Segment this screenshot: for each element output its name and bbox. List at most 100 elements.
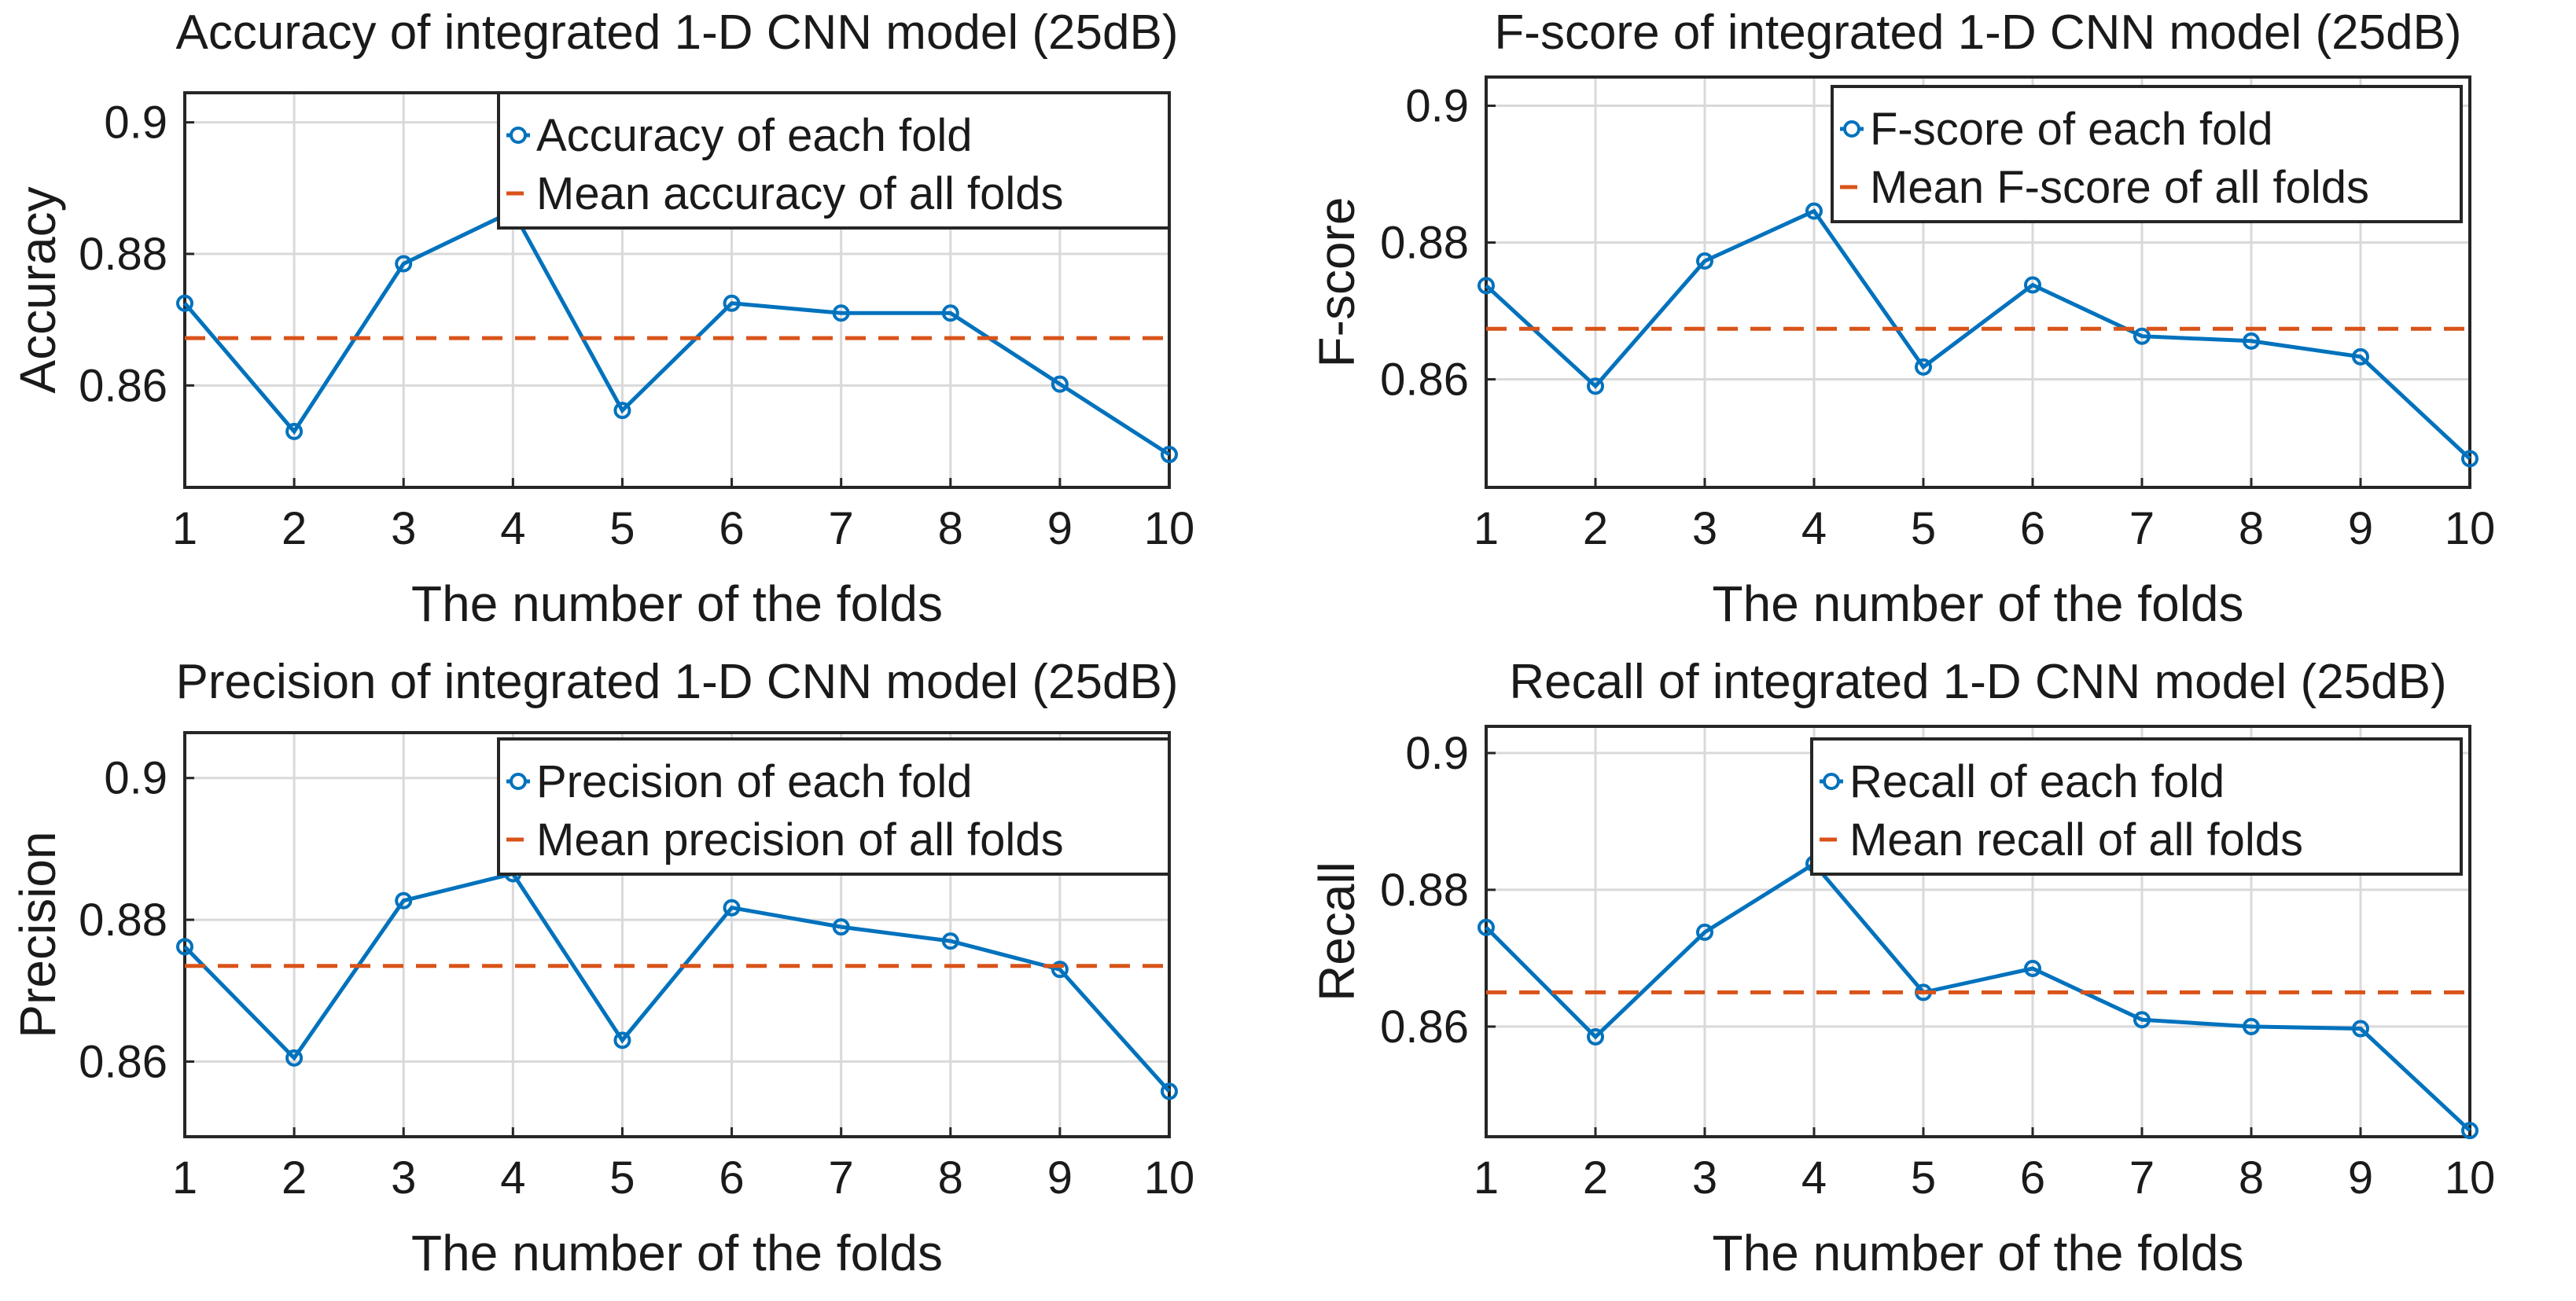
x-tick-label: 10 (1144, 503, 1195, 554)
fold-data-point (1161, 1082, 1178, 1101)
legend-entry-mean: Mean accuracy of all folds (536, 168, 1064, 219)
chart-panel: 1 2 3 4 5 6 7 8 9 10 0.86 0.88 0.9 Recall of integrat… (1308, 655, 2495, 1281)
fold-data-point (1478, 918, 1495, 936)
y-tick-label: 0.86 (79, 360, 167, 411)
y-tick-label: 0.9 (104, 97, 167, 149)
y-tick-label: 0.9 (1405, 728, 1469, 779)
fold-data-point (723, 899, 741, 917)
x-axis-label: The number of the folds (411, 575, 943, 632)
x-tick-label: 10 (2445, 503, 2496, 554)
x-tick-label: 9 (2348, 503, 2373, 554)
x-tick-label: 2 (282, 1152, 307, 1204)
legend-fold-marker-swatch (1823, 773, 1840, 790)
legend-entry-mean: Mean precision of all folds (536, 814, 1064, 865)
legend-box (1810, 737, 2463, 876)
chart-title: F-score of integrated 1-D CNN model (25d… (1494, 6, 2461, 60)
y-tick-label: 0.88 (1380, 865, 1469, 916)
fold-data-point (1915, 358, 1932, 376)
chart-title: Accuracy of integrated 1-D CNN model (25… (176, 6, 1179, 60)
fold-data-point (1696, 252, 1713, 270)
legend-box (1831, 85, 2463, 223)
x-axis-label: The number of the folds (1713, 1225, 2244, 1281)
fold-data-point (1161, 446, 1178, 464)
fold-data-point (613, 1031, 631, 1049)
x-tick-label: 3 (1692, 1152, 1717, 1204)
x-tick-label: 2 (1583, 1152, 1608, 1204)
fold-line-series (183, 208, 1171, 457)
fold-data-point (2352, 1020, 2369, 1038)
legend-entry-fold: F-score of each fold (1870, 104, 2273, 155)
y-axis-label: Recall (1308, 862, 1365, 1001)
x-tick-label: 3 (391, 503, 416, 554)
x-tick-label: 8 (938, 1152, 963, 1204)
x-tick-label: 1 (172, 503, 197, 554)
x-tick-label: 3 (391, 1152, 416, 1204)
fold-data-point (1696, 923, 1713, 941)
legend-entry-mean: Mean F-score of all folds (1870, 162, 2369, 213)
legend-fold-marker-swatch (1843, 120, 1860, 138)
legend-entry-fold: Accuracy of each fold (536, 110, 973, 161)
fold-data-point (1051, 961, 1069, 979)
x-tick-label: 8 (2239, 1152, 2264, 1204)
fold-data-point (1478, 277, 1495, 295)
legend: Accuracy of each fold Mean accuracy of al… (497, 91, 1171, 230)
fold-data-point (2461, 450, 2478, 468)
fold-data-point (395, 891, 413, 910)
y-tick-label: 0.86 (79, 1036, 167, 1087)
legend-entry-fold: Precision of each fold (536, 756, 973, 807)
x-tick-label: 6 (719, 1152, 744, 1204)
fold-data-point (1587, 377, 1604, 395)
x-tick-label: 9 (1047, 1152, 1073, 1204)
legend-entry-fold: Recall of each fold (1849, 756, 2225, 807)
x-tick-label: 4 (1801, 503, 1827, 554)
y-axis-label: Precision (9, 831, 66, 1038)
legend: Precision of each fold Mean precision of … (497, 737, 1171, 876)
legend-fold-marker-swatch (510, 127, 527, 144)
x-tick-label: 5 (609, 1152, 635, 1204)
fold-data-point (941, 932, 959, 950)
x-tick-label: 4 (500, 1152, 525, 1204)
chart-title: Recall of integrated 1-D CNN model (25dB… (1509, 655, 2446, 709)
fold-data-point (941, 304, 959, 322)
legend: F-score of each fold Mean F-score of all … (1831, 85, 2463, 223)
fold-data-point (2024, 959, 2041, 977)
x-axis-label: The number of the folds (411, 1225, 943, 1281)
fold-data-point (176, 938, 193, 956)
y-tick-label: 0.88 (79, 229, 167, 280)
y-tick-label: 0.88 (1380, 218, 1469, 269)
x-tick-label: 7 (2129, 503, 2155, 554)
fold-data-point (2243, 1017, 2260, 1035)
x-tick-label: 2 (1583, 503, 1608, 554)
x-tick-label: 6 (2020, 1152, 2045, 1204)
x-tick-label: 3 (1692, 503, 1717, 554)
x-tick-label: 2 (282, 503, 307, 554)
axes-box (1485, 725, 2471, 1138)
fold-line-series (1485, 861, 2471, 1133)
fold-data-point (285, 422, 304, 440)
fold-data-point (613, 402, 631, 420)
fold-data-point (2024, 276, 2041, 294)
x-tick-label: 1 (172, 1152, 197, 1204)
fold-data-point (2133, 1011, 2151, 1029)
axes-box (183, 731, 1171, 1138)
x-tick-label: 7 (2129, 1152, 2155, 1204)
fold-data-point (1051, 375, 1069, 393)
x-tick-label: 5 (1911, 1152, 1936, 1204)
x-tick-label: 9 (2348, 1152, 2373, 1204)
y-tick-label: 0.9 (104, 753, 167, 804)
x-tick-label: 8 (2239, 503, 2264, 554)
x-tick-label: 4 (500, 503, 525, 554)
legend-box (497, 91, 1171, 230)
x-tick-label: 7 (829, 1152, 854, 1204)
fold-data-point (2352, 347, 2369, 366)
fold-data-point (2133, 327, 2151, 345)
legend: Recall of each fold Mean recall of all fo… (1810, 737, 2463, 876)
fold-data-point (723, 294, 741, 312)
y-axis-label: F-score (1308, 197, 1365, 368)
fold-data-point (395, 255, 413, 273)
x-tick-label: 9 (1047, 503, 1073, 554)
x-tick-label: 6 (719, 503, 744, 554)
fold-line-series (183, 871, 1171, 1093)
